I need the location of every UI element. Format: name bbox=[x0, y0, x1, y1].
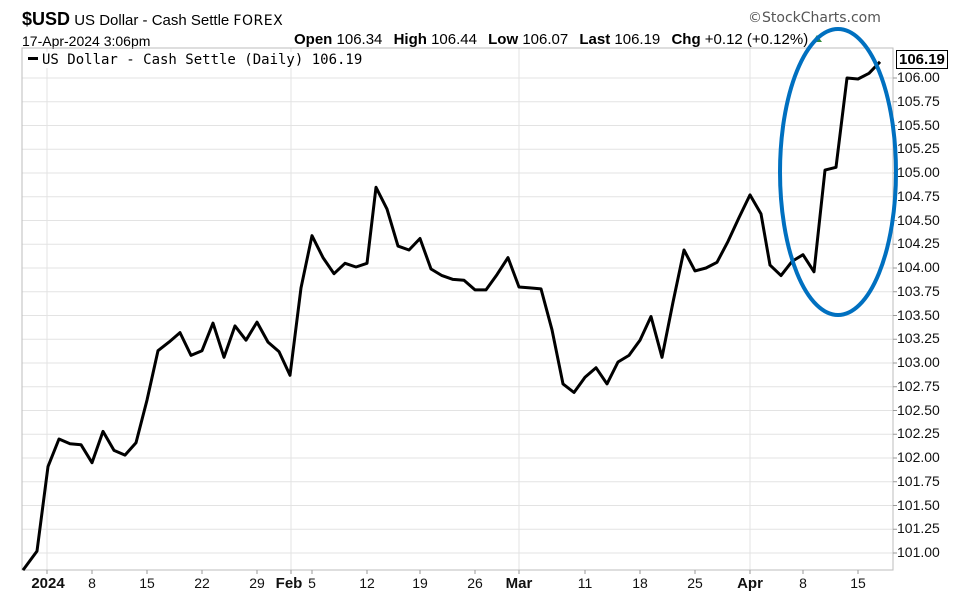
y-tick-label: 103.25 bbox=[897, 330, 940, 347]
y-tick-label: 102.00 bbox=[897, 449, 940, 465]
x-tick-label: 18 bbox=[632, 575, 648, 591]
x-tick-label: Mar bbox=[505, 575, 533, 592]
annotation-ellipse bbox=[778, 27, 898, 317]
legend-label: US Dollar - Cash Settle (Daily) 106.19 bbox=[42, 52, 363, 68]
last-price-marker: 106.19 bbox=[896, 50, 948, 69]
y-tick-label: 105.00 bbox=[897, 164, 940, 180]
y-tick-label: 103.50 bbox=[897, 306, 940, 323]
legend-line-icon bbox=[28, 57, 38, 60]
open-label: Open bbox=[294, 31, 333, 48]
high-value: 106.44 bbox=[431, 31, 477, 48]
x-tick-label: 15 bbox=[850, 575, 866, 591]
chart-title: $USD US Dollar - Cash Settle FOREX bbox=[22, 9, 283, 30]
open-value: 106.34 bbox=[336, 31, 383, 48]
y-tick-label: 103.75 bbox=[897, 282, 940, 299]
low-label: Low bbox=[488, 31, 519, 48]
quote-datetime: 17-Apr-2024 3:06pm bbox=[22, 33, 151, 49]
high-label: High bbox=[393, 31, 427, 48]
x-tick-label: 19 bbox=[412, 575, 428, 591]
y-tick-label: 101.00 bbox=[897, 544, 940, 560]
stockcharts-brand: ©StockCharts.com bbox=[748, 10, 881, 26]
x-tick-label: Feb bbox=[275, 575, 303, 592]
last-value: 106.19 bbox=[614, 31, 661, 48]
low-value: 106.07 bbox=[522, 31, 569, 48]
exchange-label: FOREX bbox=[233, 13, 284, 29]
x-tick-label: 25 bbox=[687, 575, 703, 591]
ohlc-summary: Open 106.34 High 106.44 Low 106.07 Last … bbox=[294, 31, 823, 48]
x-tick-label: 12 bbox=[359, 575, 375, 591]
y-tick-label: 104.50 bbox=[897, 211, 940, 228]
x-tick-label: 29 bbox=[249, 575, 265, 591]
y-tick-label: 101.50 bbox=[897, 496, 940, 513]
y-tick-label: 102.75 bbox=[897, 377, 940, 394]
x-tick-label: 15 bbox=[139, 575, 155, 591]
grid-lines bbox=[22, 48, 893, 570]
chg-value: +0.12 (+0.12%) bbox=[704, 31, 809, 48]
y-tick-label: 103.00 bbox=[897, 354, 940, 370]
x-tick-label: 26 bbox=[467, 575, 483, 591]
axis-ticks bbox=[46, 77, 897, 574]
ticker-symbol: $USD bbox=[22, 9, 71, 29]
y-tick-label: 105.25 bbox=[897, 140, 940, 157]
last-label: Last bbox=[579, 31, 611, 48]
y-tick-label: 101.75 bbox=[897, 472, 940, 489]
x-tick-label: 8 bbox=[799, 575, 807, 591]
y-tick-label: 101.25 bbox=[897, 520, 940, 537]
y-tick-label: 105.50 bbox=[897, 116, 940, 133]
x-tick-label: 5 bbox=[308, 575, 316, 591]
y-tick-label: 104.00 bbox=[897, 259, 940, 275]
y-tick-label: 106.00 bbox=[897, 69, 940, 85]
x-tick-label: Apr bbox=[737, 575, 763, 592]
instrument-name: US Dollar - Cash Settle bbox=[74, 12, 230, 29]
y-tick-label: 102.50 bbox=[897, 401, 940, 418]
x-tick-label: 2024 bbox=[31, 575, 65, 592]
y-tick-label: 105.75 bbox=[897, 92, 940, 109]
plot-frame bbox=[21, 47, 894, 571]
price-line bbox=[21, 60, 882, 571]
y-tick-label: 104.25 bbox=[897, 235, 940, 252]
series-legend: US Dollar - Cash Settle (Daily) 106.19 bbox=[28, 52, 367, 68]
x-tick-label: 8 bbox=[88, 575, 96, 591]
x-tick-label: 22 bbox=[194, 575, 210, 591]
y-tick-label: 102.25 bbox=[897, 425, 940, 442]
x-tick-label: 11 bbox=[577, 575, 593, 591]
y-tick-label: 104.75 bbox=[897, 187, 940, 204]
chg-label: Chg bbox=[671, 31, 701, 48]
